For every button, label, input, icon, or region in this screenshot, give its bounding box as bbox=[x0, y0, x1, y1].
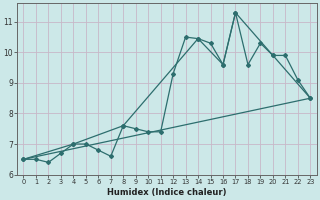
X-axis label: Humidex (Indice chaleur): Humidex (Indice chaleur) bbox=[107, 188, 227, 197]
